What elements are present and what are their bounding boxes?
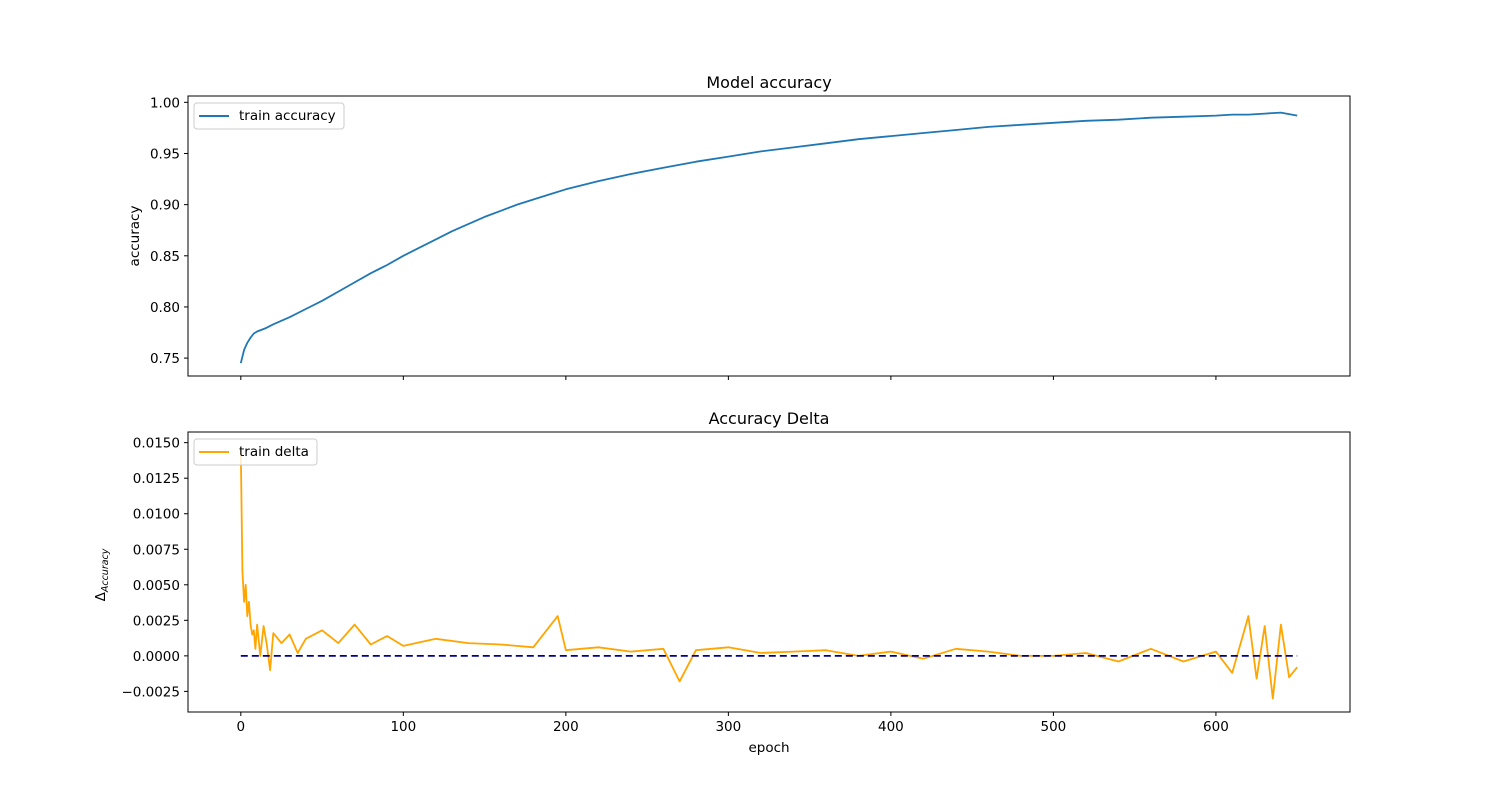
- accuracy-y-tick-label: 0.95: [150, 146, 180, 162]
- delta-chart-title: Accuracy Delta: [709, 409, 830, 428]
- delta-y-tick-label: −0.0025: [121, 684, 180, 700]
- delta-legend-box: [193, 438, 318, 466]
- svg-text:ΔAccuracy: ΔAccuracy: [93, 548, 111, 601]
- accuracy-ticks: 0.75 0.80 0.85 0.90 0.95 1.00: [150, 95, 1217, 380]
- delta-y-axis-label: ΔAccuracy: [93, 548, 111, 601]
- accuracy-y-tick-label: 0.80: [150, 300, 180, 316]
- delta-legend-label: train delta: [239, 444, 309, 460]
- delta-x-tick-label: 400: [878, 719, 904, 735]
- accuracy-lines: [239, 111, 1298, 364]
- accuracy-subplot: Model accuracy accuracy 0.75 0.80 0.85 0.90…: [127, 73, 1351, 380]
- delta-x-tick-label: 600: [1203, 719, 1229, 735]
- delta-y-label-subscript: Accuracy: [100, 548, 111, 593]
- accuracy-legend-box: [193, 102, 345, 130]
- delta-y-tick-label: 0.0125: [133, 471, 180, 487]
- accuracy-y-tick-label: 1.00: [150, 95, 180, 111]
- delta-lines: [239, 449, 1298, 700]
- delta-y-label-main: Δ: [93, 591, 109, 601]
- delta-ticks: 0 100 200 300 400 500 600 −0.0025 0.0000 0.0025 0.…: [121, 436, 1228, 735]
- delta-y-tick-label: 0.0050: [133, 578, 180, 594]
- accuracy-chart-title: Model accuracy: [706, 73, 831, 92]
- delta-y-tick-label: 0.0000: [133, 649, 180, 665]
- delta-y-tick-label: 0.0150: [133, 436, 180, 452]
- accuracy-y-axis-label: accuracy: [127, 206, 143, 267]
- delta-plot-frame: [187, 431, 1351, 713]
- accuracy-y-tick-label: 0.75: [150, 351, 180, 367]
- delta-y-tick-label: 0.0100: [133, 507, 180, 523]
- delta-series-line-0: [239, 449, 1298, 700]
- delta-x-tick-label: 100: [390, 719, 416, 735]
- delta-y-tick-label: 0.0025: [133, 613, 180, 629]
- delta-x-tick-label: 0: [237, 719, 246, 735]
- delta-x-tick-label: 300: [715, 719, 741, 735]
- delta-x-tick-label: 500: [1041, 719, 1067, 735]
- delta-subplot: Accuracy Delta ΔAccuracy epoch 0 100 200 30…: [93, 409, 1351, 756]
- accuracy-legend: train accuracy: [193, 102, 345, 130]
- delta-legend: train delta: [193, 438, 318, 466]
- accuracy-y-tick-label: 0.85: [150, 249, 180, 265]
- delta-x-axis-label: epoch: [748, 740, 789, 756]
- accuracy-legend-label: train accuracy: [239, 108, 336, 124]
- accuracy-plot-frame: [187, 95, 1351, 377]
- accuracy-series-line-0: [239, 111, 1298, 364]
- accuracy-y-tick-label: 0.90: [150, 198, 180, 214]
- delta-x-tick-label: 200: [553, 719, 579, 735]
- delta-y-tick-label: 0.0075: [133, 542, 180, 558]
